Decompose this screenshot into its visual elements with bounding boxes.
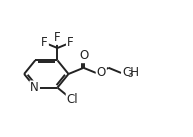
Text: CH: CH [122,66,139,79]
Text: F: F [54,31,61,44]
Text: Cl: Cl [67,93,78,106]
Text: F: F [41,36,48,49]
Text: 3: 3 [128,70,133,79]
Text: O: O [79,49,88,62]
Text: N: N [30,81,39,94]
Text: O: O [97,66,106,79]
Text: F: F [67,36,74,49]
